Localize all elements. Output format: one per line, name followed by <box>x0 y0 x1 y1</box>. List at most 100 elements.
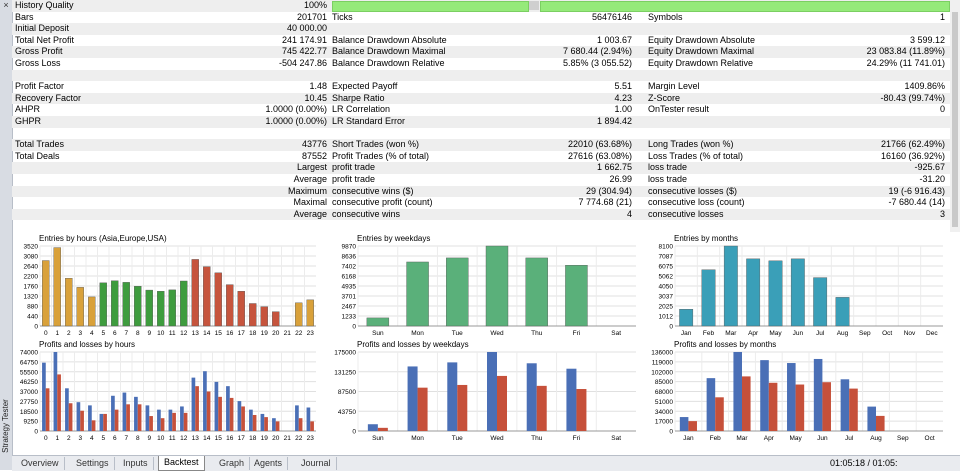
y-tick-label: 46250 <box>20 379 38 386</box>
loss-bar <box>241 406 245 431</box>
report-cell: consecutive profit (count) <box>332 197 433 208</box>
report-cell: 7 680.44 (2.94%) <box>562 46 632 57</box>
bar <box>214 272 222 327</box>
report-cell: 21766 (62.49%) <box>880 139 945 150</box>
report-cell: loss trade <box>648 174 688 184</box>
x-tick-label: 8 <box>136 330 140 337</box>
report-row: Average consecutive wins 4 consecutive loss… <box>12 208 950 221</box>
x-tick-label: Sun <box>372 330 384 337</box>
x-tick-label: Thu <box>531 435 543 442</box>
report-cell: Profit Trades (% of total) <box>332 150 430 161</box>
y-tick-label: 87500 <box>338 389 356 396</box>
report-cell: consecutive losses ($) <box>648 185 738 196</box>
profit-bar <box>42 362 46 431</box>
report-cell: OnTester result <box>648 104 710 115</box>
y-tick-label: 9870 <box>342 244 357 251</box>
report-cell: -504 247.86 <box>278 58 327 68</box>
x-tick-label: Mon <box>411 435 424 442</box>
x-tick-label: 12 <box>180 330 188 337</box>
y-tick-label: 119000 <box>652 359 674 366</box>
profit-bar <box>99 413 104 431</box>
y-tick-label: 74000 <box>20 350 38 357</box>
x-tick-label: Thu <box>531 330 543 337</box>
report-row <box>12 69 950 82</box>
x-tick-label: Jul <box>816 330 825 337</box>
tab-agents[interactable]: Agents <box>249 457 289 470</box>
x-tick-label: Fri <box>573 330 581 337</box>
loss-bar <box>126 404 130 431</box>
loss-bar <box>103 413 107 431</box>
report-cell: 3 599.12 <box>909 34 945 45</box>
y-tick-label: 6168 <box>342 274 357 281</box>
profit-bar <box>867 406 876 431</box>
loss-bar <box>536 385 547 431</box>
x-tick-label: Wed <box>490 435 504 442</box>
y-tick-label: 102000 <box>651 369 673 376</box>
y-tick-label: 175000 <box>334 350 356 357</box>
y-tick-label: 27750 <box>20 399 38 406</box>
profits-losses-by-months-chart: Profits and losses by months 136000 11900… <box>647 339 947 443</box>
x-tick-label: 23 <box>307 435 315 442</box>
report-cell: consecutive wins <box>332 208 401 219</box>
profit-bar <box>122 392 127 431</box>
report-cell: Sharpe Ratio <box>332 92 385 103</box>
x-tick-label: Sun <box>372 435 384 442</box>
tab-journal[interactable]: Journal <box>296 457 337 470</box>
tab-graph[interactable]: Graph <box>214 457 251 470</box>
x-tick-label: Mon <box>411 330 424 337</box>
report-cell: 27616 (63.08%) <box>567 150 632 161</box>
bar <box>122 282 130 327</box>
bar <box>191 259 199 327</box>
bar <box>565 265 588 327</box>
profit-bar <box>53 352 58 431</box>
x-tick-label: 7 <box>124 330 128 337</box>
report-cell: Z-Score <box>648 92 681 103</box>
tab-overview[interactable]: Overview <box>16 457 65 470</box>
report-row: Profit Factor 1.48 Expected Payoff 5.51 Marg… <box>12 81 950 93</box>
x-tick-label: 2 <box>67 435 71 442</box>
report-cell: Maximal <box>293 197 327 208</box>
report-row: Maximum consecutive wins ($) 29 (304.94) co… <box>12 185 950 198</box>
report-cell: Equity Drawdown Relative <box>648 58 754 68</box>
report-cell: -7 680.44 (14) <box>888 197 945 208</box>
bar <box>88 296 96 327</box>
bar <box>813 277 828 327</box>
bar <box>42 260 50 327</box>
close-icon[interactable]: × <box>3 0 9 10</box>
report-scrollbar-thumb[interactable] <box>952 12 958 227</box>
x-tick-label: 19 <box>261 435 269 442</box>
bar <box>446 257 469 327</box>
profit-bar <box>65 388 69 431</box>
report-cell: 1 003.67 <box>596 34 632 45</box>
y-tick-label: 440 <box>27 314 38 321</box>
profit-bar <box>487 352 497 431</box>
loss-bar <box>795 384 805 431</box>
x-tick-label: Feb <box>710 435 722 442</box>
loss-bar <box>768 382 778 431</box>
y-tick-label: 2025 <box>659 304 674 311</box>
tab-settings[interactable]: Settings <box>71 457 115 470</box>
report-cell: 1.00 <box>614 104 632 115</box>
elapsed-time: 01:05:18 / 01:05: <box>830 458 898 468</box>
report-row: Total Net Profit 241 174.91 Balance Drawdo… <box>12 35 950 47</box>
report-cell: Equity Drawdown Maximal <box>648 46 755 57</box>
x-tick-label: 8 <box>136 435 140 442</box>
strategy-tester-title: Strategy Tester <box>1 399 10 453</box>
tab-backtest[interactable]: Backtest <box>158 456 205 471</box>
profit-bar <box>447 362 458 431</box>
x-tick-label: Tue <box>452 330 463 337</box>
report-cell: Expected Payoff <box>332 81 398 92</box>
y-tick-label: 0 <box>34 429 38 436</box>
loss-bar <box>457 384 468 431</box>
x-tick-label: 7 <box>124 435 128 442</box>
x-tick-label: 16 <box>226 435 234 442</box>
tab-inputs[interactable]: Inputs <box>118 457 154 470</box>
x-tick-label: 12 <box>180 435 188 442</box>
x-tick-label: 13 <box>192 435 200 442</box>
bar <box>485 245 509 327</box>
report-cell: Total Trades <box>15 139 65 150</box>
report-cell: 745 422.77 <box>281 46 327 57</box>
y-tick-label: 43750 <box>338 409 356 416</box>
x-tick-label: 22 <box>295 435 303 442</box>
loss-bar <box>91 420 96 431</box>
